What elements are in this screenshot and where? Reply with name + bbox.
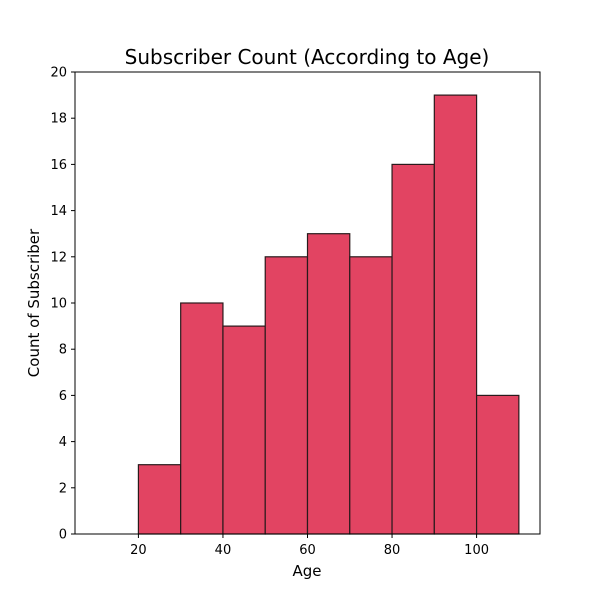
x-axis-label: Age <box>292 562 321 580</box>
y-tick-label: 10 <box>50 297 67 312</box>
x-tick-label: 40 <box>215 543 232 558</box>
y-tick-label: 6 <box>59 389 67 404</box>
histogram-bar-70-80 <box>349 256 393 535</box>
x-tick-label: 20 <box>130 543 147 558</box>
histogram-bar-60-70 <box>306 233 351 535</box>
y-tick-label: 20 <box>50 66 67 81</box>
histogram-bar-50-60 <box>264 256 309 535</box>
y-axis-ticks: 0 2 4 6 8 10 12 14 16 18 20 <box>50 66 75 543</box>
y-tick-label: 18 <box>50 112 67 127</box>
y-tick-label: 8 <box>59 343 67 358</box>
x-tick-label: 80 <box>384 543 401 558</box>
y-tick-label: 2 <box>59 481 67 496</box>
y-tick-label: 12 <box>50 250 67 265</box>
histogram-bar-80-90 <box>391 163 435 535</box>
x-axis-ticks: 20 40 60 80 100 <box>130 534 489 558</box>
x-tick-label: 100 <box>464 543 489 558</box>
histogram-bar-100-110 <box>475 394 520 535</box>
histogram-bar-40-50 <box>222 325 266 535</box>
plot-frame <box>74 71 541 535</box>
histogram-bar-90-100 <box>433 94 478 535</box>
y-tick-label: 4 <box>59 435 67 450</box>
chart-title: Subscriber Count (According to Age) <box>125 45 490 69</box>
y-tick-label: 14 <box>50 204 67 219</box>
histogram-bar-20-30 <box>137 464 182 535</box>
x-tick-label: 60 <box>299 543 316 558</box>
y-tick-label: 16 <box>50 158 67 173</box>
bars-group <box>137 94 520 535</box>
y-tick-label: 0 <box>59 528 67 543</box>
y-axis-label: Count of Subscriber <box>25 228 43 377</box>
histogram-bar-30-40 <box>180 302 224 535</box>
